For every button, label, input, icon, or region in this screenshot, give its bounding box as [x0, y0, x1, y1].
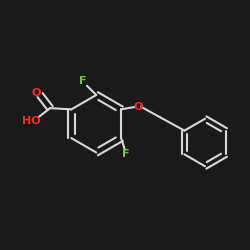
- Text: F: F: [79, 76, 86, 86]
- Text: F: F: [122, 150, 130, 160]
- Text: HO: HO: [22, 116, 41, 126]
- Text: O: O: [31, 88, 40, 98]
- Text: O: O: [134, 102, 143, 112]
